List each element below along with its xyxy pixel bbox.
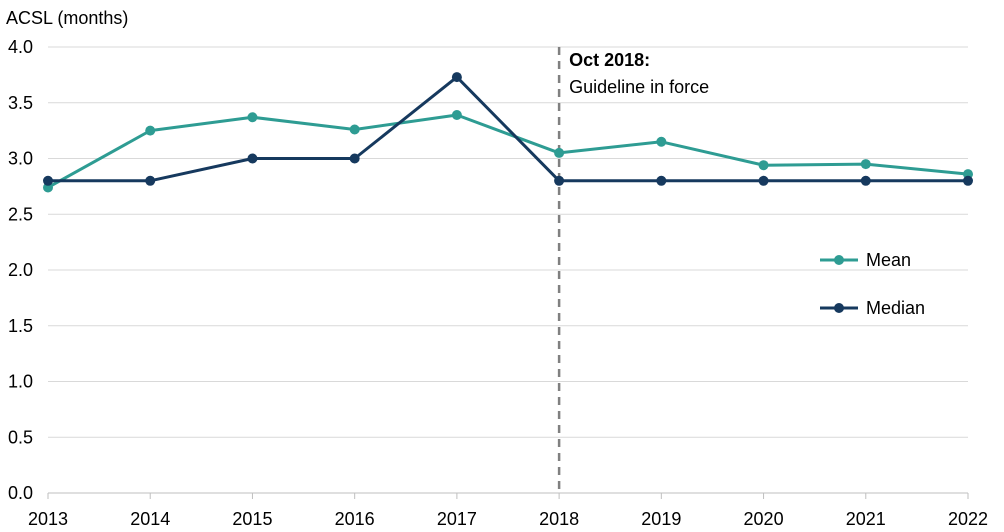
data-point [656,136,667,147]
legend-label: Mean [866,250,911,270]
y-tick-label: 2.0 [8,260,33,280]
y-tick-label: 4.0 [8,37,33,57]
data-point [247,153,258,164]
x-tick-label: 2021 [846,509,886,529]
data-point [758,160,769,171]
data-point [145,175,156,186]
series-median [43,72,973,186]
data-point [860,159,871,170]
x-tick-label: 2020 [744,509,784,529]
annotation-text: Guideline in force [569,77,709,97]
data-point [860,175,871,186]
data-point [451,110,462,121]
x-tick-labels: 2013 2014 2015 2016 2017 2018 2019 2020 2021 2022 [28,493,988,529]
data-point [451,72,462,83]
y-tick-labels: 0.0 0.5 1.0 1.5 2.0 2.5 3.0 3.5 4.0 [8,37,33,503]
x-tick-label: 2018 [539,509,579,529]
y-tick-label: 3.5 [8,93,33,113]
annotation-title: Oct 2018: [569,50,650,70]
data-point [43,175,53,186]
x-tick-label: 2017 [437,509,477,529]
y-tick-label: 0.0 [8,483,33,503]
data-point [554,175,565,186]
legend-swatch-marker [834,303,844,313]
data-point [349,124,360,135]
x-tick-label: 2013 [28,509,68,529]
x-tick-label: 2014 [130,509,170,529]
grid-lines [48,46,968,438]
legend-item-median: Median [820,298,925,318]
data-point [145,125,156,136]
y-tick-label: 1.0 [8,372,33,392]
legend-item-mean: Mean [820,250,911,270]
legend-label: Median [866,298,925,318]
y-tick-label: 1.5 [8,316,33,336]
series-line [48,75,968,183]
data-point [758,175,769,186]
y-axis-label: ACSL (months) [6,8,128,28]
x-tick-label: 2016 [335,509,375,529]
x-tick-label: 2019 [641,509,681,529]
legend: Mean Median [820,250,925,318]
x-tick-label: 2022 [948,509,988,529]
series-layer [43,72,973,193]
data-point [349,153,360,164]
y-tick-label: 2.5 [8,204,33,224]
series-line [47,113,969,189]
legend-swatch-marker [834,255,844,265]
annotation: Oct 2018: Guideline in force [557,47,709,493]
data-point [963,175,973,186]
y-tick-label: 0.5 [8,427,33,447]
data-point [656,175,667,186]
y-tick-label: 3.0 [8,149,33,169]
x-tick-label: 2015 [232,509,272,529]
data-point [247,112,258,123]
data-point [554,147,565,158]
